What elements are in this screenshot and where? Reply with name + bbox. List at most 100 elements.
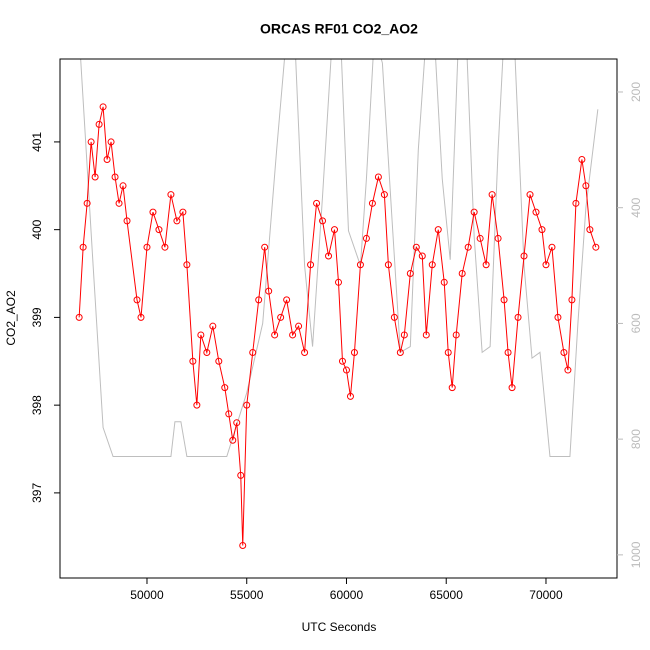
series-line — [80, 59, 599, 457]
data-point — [243, 401, 251, 409]
data-point — [582, 182, 590, 190]
data-point — [277, 313, 285, 321]
data-point — [500, 296, 508, 304]
data-point — [107, 138, 115, 146]
plot-area — [75, 59, 600, 550]
data-point — [155, 226, 163, 234]
data-point — [434, 226, 442, 234]
data-point — [271, 331, 279, 339]
plot-frame — [59, 58, 618, 579]
data-point — [283, 296, 291, 304]
data-point — [83, 199, 91, 207]
data-point — [249, 349, 257, 357]
data-point — [255, 296, 263, 304]
data-point — [209, 322, 217, 330]
data-point — [103, 155, 111, 163]
y-tick-label: 399 — [30, 307, 44, 327]
data-point — [504, 349, 512, 357]
y-axis-label: CO2_AO2 — [4, 290, 18, 346]
data-point — [572, 199, 580, 207]
data-point — [560, 349, 568, 357]
data-point — [514, 313, 522, 321]
data-point — [115, 199, 123, 207]
data-point — [229, 436, 237, 444]
data-point — [444, 349, 452, 357]
data-point — [520, 252, 528, 260]
x-tick-label: 65000 — [430, 588, 464, 602]
data-point — [418, 252, 426, 260]
data-point — [133, 296, 141, 304]
data-point — [568, 296, 576, 304]
data-point — [307, 261, 315, 269]
data-point — [526, 191, 534, 199]
y2-tick-label: 200 — [629, 82, 643, 102]
data-point — [538, 226, 546, 234]
data-point — [494, 234, 502, 242]
data-point — [448, 384, 456, 392]
data-point — [508, 384, 516, 392]
data-point — [380, 191, 388, 199]
data-point — [87, 138, 95, 146]
data-point — [119, 182, 127, 190]
data-point — [338, 357, 346, 365]
data-point — [406, 270, 414, 278]
data-point — [458, 270, 466, 278]
data-point — [452, 331, 460, 339]
data-point — [542, 261, 550, 269]
y-tick-label: 398 — [30, 395, 44, 415]
data-point — [548, 243, 556, 251]
data-point — [319, 217, 327, 225]
x-tick-label: 50000 — [130, 588, 164, 602]
data-point — [586, 226, 594, 234]
data-point — [532, 208, 540, 216]
data-point — [362, 234, 370, 242]
data-point — [422, 331, 430, 339]
data-point — [335, 278, 342, 286]
data-point — [289, 331, 297, 339]
data-point — [225, 410, 233, 418]
chart-title: ORCAS RF01 CO2_AO2 — [260, 21, 418, 37]
data-point — [412, 243, 420, 251]
data-point — [331, 226, 339, 234]
data-point — [161, 243, 169, 251]
data-point — [123, 217, 131, 225]
x-tick-label: 70000 — [529, 588, 563, 602]
y-tick-label: 401 — [30, 132, 44, 152]
x-tick-label: 60000 — [330, 588, 364, 602]
data-point — [137, 313, 145, 321]
data-point — [111, 173, 119, 181]
data-point — [265, 287, 273, 295]
data-point — [482, 261, 490, 269]
data-point — [374, 173, 382, 181]
data-point — [167, 191, 175, 199]
data-point — [325, 252, 333, 260]
data-point — [221, 384, 229, 392]
data-point — [91, 173, 99, 181]
data-point — [396, 349, 404, 357]
data-point — [173, 217, 181, 225]
data-point — [564, 366, 572, 374]
data-point — [99, 103, 107, 111]
data-point — [203, 349, 211, 357]
data-point — [440, 278, 448, 286]
data-point — [384, 261, 392, 269]
data-point — [95, 120, 103, 128]
data-point — [428, 261, 436, 269]
data-point — [592, 243, 600, 251]
data-point — [368, 199, 376, 207]
y2-tick-label: 400 — [629, 197, 643, 217]
data-point — [356, 261, 364, 269]
data-point — [79, 243, 87, 251]
data-point — [313, 199, 321, 207]
data-point — [237, 471, 245, 479]
data-point — [554, 313, 562, 321]
data-point — [464, 243, 472, 251]
x-axis-label: UTC Seconds — [302, 620, 377, 634]
data-point — [342, 366, 350, 374]
data-point — [346, 392, 354, 400]
data-point — [476, 234, 484, 242]
x-tick-label: 55000 — [230, 588, 264, 602]
y-tick-label: 397 — [30, 483, 44, 503]
y2-tick-label: 600 — [629, 313, 643, 333]
